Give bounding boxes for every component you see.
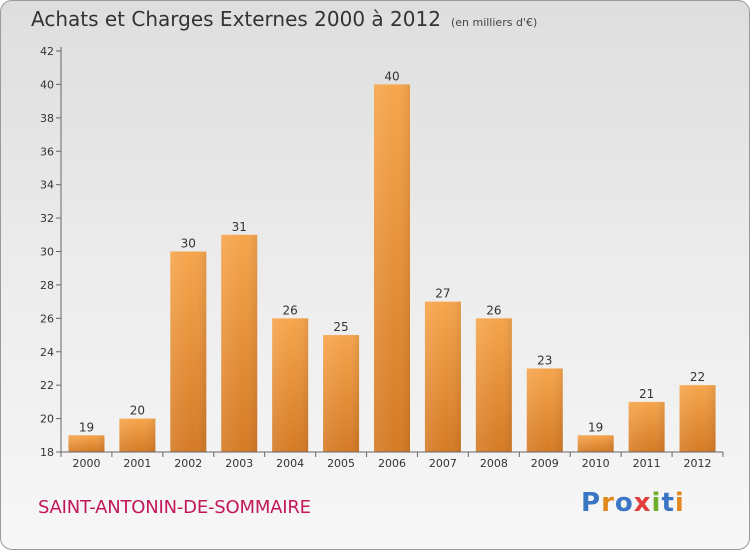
logo-letter: i [674, 488, 685, 518]
bar-shade [170, 251, 207, 452]
logo-letter: o [614, 488, 634, 518]
logo-letter: t [661, 488, 675, 518]
bar-shade [424, 301, 461, 452]
chart-title: Achats et Charges Externes 2000 à 2012 (e… [31, 7, 537, 31]
y-tick-label: 28 [40, 279, 54, 292]
bar-shade [119, 418, 156, 452]
y-tick-label: 40 [40, 78, 54, 91]
chart-title-text: Achats et Charges Externes 2000 à 2012 [31, 7, 441, 31]
x-tick-label: 2002 [174, 457, 202, 470]
bar-value-label: 21 [639, 387, 654, 401]
bar-shade [526, 368, 563, 452]
bar-value-label: 40 [384, 69, 399, 83]
bar-shade [221, 234, 258, 452]
y-tick-label: 24 [40, 346, 54, 359]
bar-value-label: 30 [181, 237, 196, 251]
x-tick-label: 2001 [123, 457, 151, 470]
bar-value-label: 23 [537, 353, 552, 367]
x-tick-label: 2005 [327, 457, 355, 470]
y-tick-label: 30 [40, 246, 54, 259]
y-tick-label: 26 [40, 312, 54, 325]
bar-value-label: 27 [435, 287, 450, 301]
y-tick-label: 20 [40, 413, 54, 426]
y-tick-label: 38 [40, 112, 54, 125]
y-tick-label: 34 [40, 179, 54, 192]
bar-shade [68, 435, 105, 452]
x-tick-label: 2011 [633, 457, 661, 470]
x-tick-label: 2004 [276, 457, 304, 470]
chart-unit: (en milliers d'€) [450, 16, 538, 29]
x-tick-label: 2008 [480, 457, 508, 470]
x-tick-label: 2000 [72, 457, 100, 470]
logo-letter: i [651, 488, 662, 518]
y-tick-label: 22 [40, 379, 54, 392]
bar-value-label: 19 [79, 420, 94, 434]
bar-shade [374, 84, 410, 453]
x-tick-label: 2007 [429, 457, 457, 470]
bar-shade [577, 435, 614, 452]
proxiti-logo: Proxiti [581, 488, 685, 518]
bar-value-label: 25 [333, 320, 348, 334]
x-tick-label: 2003 [225, 457, 253, 470]
logo-letter: P [581, 488, 602, 518]
bar-value-label: 31 [232, 220, 247, 234]
bar-value-label: 19 [588, 420, 603, 434]
bar-value-label: 20 [130, 404, 145, 418]
bar-shade [475, 318, 512, 452]
bar-value-label: 22 [690, 370, 705, 384]
y-tick-label: 36 [40, 145, 54, 158]
x-tick-label: 2006 [378, 457, 406, 470]
bar-shade [323, 335, 360, 452]
x-tick-label: 2009 [531, 457, 559, 470]
x-tick-label: 2012 [684, 457, 712, 470]
bar-value-label: 26 [486, 303, 501, 317]
bar-shade [272, 318, 309, 452]
y-tick-label: 32 [40, 212, 54, 225]
logo-letter: x [633, 488, 652, 518]
logo-letter: r [601, 488, 615, 518]
commune-name: SAINT-ANTONIN-DE-SOMMAIRE [38, 497, 311, 518]
y-tick-label: 42 [40, 45, 54, 58]
bar-shade [679, 385, 716, 452]
x-tick-label: 2010 [582, 457, 610, 470]
bar-value-label: 26 [283, 303, 298, 317]
bar-shade [628, 401, 665, 452]
y-tick-label: 18 [40, 446, 54, 459]
